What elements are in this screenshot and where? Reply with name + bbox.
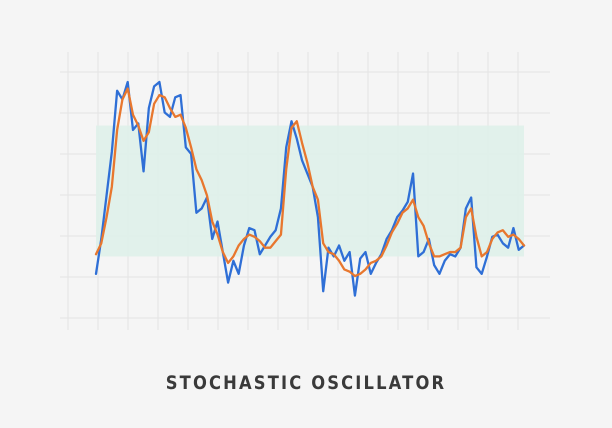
overbought-oversold-band (96, 125, 524, 257)
series-lines (94, 80, 526, 297)
chart-title: STOCHASTIC OSCILLATOR (165, 372, 447, 394)
series-line-1 (94, 87, 526, 278)
series-line-0 (94, 80, 526, 297)
